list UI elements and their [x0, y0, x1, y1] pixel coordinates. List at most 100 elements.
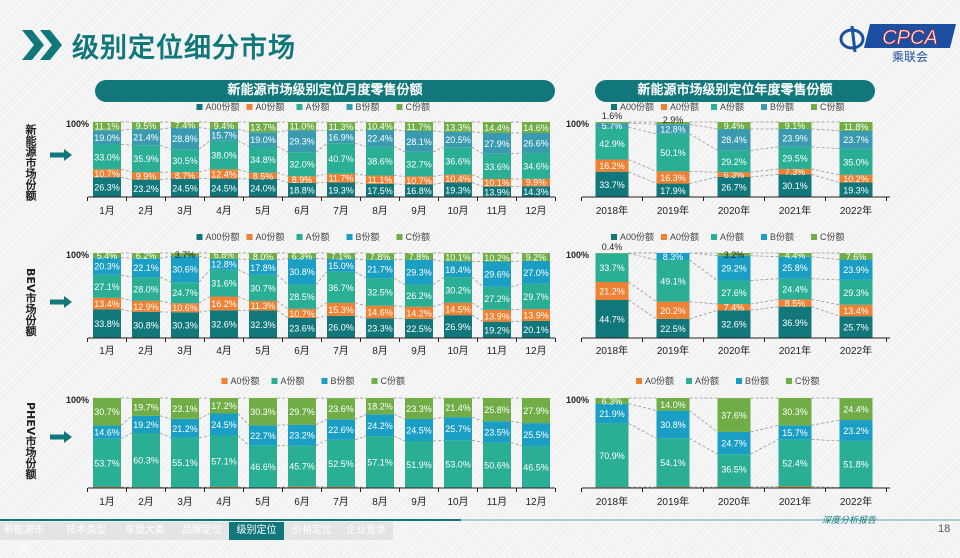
- data-label: 4.4%: [785, 250, 806, 260]
- legend-label: A份额: [720, 101, 744, 112]
- data-label: 28.0%: [133, 284, 159, 294]
- data-label: 51.8%: [843, 460, 869, 470]
- data-label: 22.1%: [133, 263, 159, 273]
- data-label: 1.6%: [602, 111, 623, 121]
- legend-label: B份额: [770, 231, 794, 242]
- x-tick-label: 9月: [411, 205, 427, 217]
- data-label: 24.5%: [211, 183, 237, 193]
- connector-line: [433, 315, 444, 319]
- footer-tab[interactable]: 企业竞争: [346, 522, 386, 540]
- data-label: 23.7%: [843, 135, 869, 145]
- data-label: 16.2%: [211, 299, 237, 309]
- connector-line: [394, 318, 405, 319]
- legend-swatch: [397, 234, 403, 240]
- x-tick-label: 1月: [99, 496, 115, 508]
- data-label: 45.7%: [289, 462, 315, 472]
- connector-line: [751, 425, 779, 432]
- footer-tab[interactable]: 新能源市场: [0, 522, 48, 540]
- data-label: 3.2%: [724, 250, 745, 260]
- connector-line: [394, 436, 405, 441]
- connector-line: [472, 132, 483, 133]
- connector-line: [160, 416, 171, 419]
- footer-tab[interactable]: 级别定位: [229, 522, 284, 540]
- legend-swatch: [711, 234, 717, 240]
- x-tick-label: 2月: [138, 205, 154, 217]
- data-label: 13.4%: [843, 306, 869, 316]
- y-tick-label: 100%: [566, 119, 589, 129]
- footer-tab[interactable]: 车型大类: [124, 522, 166, 540]
- data-label: 49.1%: [660, 276, 686, 286]
- data-label: 20.5%: [445, 135, 471, 145]
- data-label: 16.8%: [406, 186, 432, 196]
- data-label: 30.1%: [782, 181, 808, 191]
- y-tick-label: 100%: [566, 395, 589, 405]
- legend-swatch: [811, 104, 817, 110]
- data-label: 22.7%: [250, 431, 276, 441]
- data-label: 9.4%: [724, 121, 745, 131]
- legend-swatch: [686, 378, 692, 384]
- footer-tab[interactable]: 技术类型: [66, 522, 106, 540]
- data-label: 22.5%: [406, 324, 432, 334]
- connector-line: [355, 272, 366, 278]
- x-tick-label: 2022年: [840, 495, 872, 508]
- data-label: 6.3%: [602, 396, 623, 406]
- data-label: 14.6%: [523, 123, 549, 133]
- data-label: 32.5%: [367, 287, 393, 297]
- x-tick-label: 7月: [333, 345, 349, 357]
- connector-line: [199, 128, 210, 129]
- data-label: 30.8%: [133, 320, 159, 330]
- connector-line: [277, 130, 288, 132]
- arrow-right-icon: [50, 431, 72, 443]
- connector-line: [316, 258, 327, 259]
- data-label: 27.6%: [721, 288, 747, 298]
- data-label: 19.0%: [250, 135, 276, 145]
- data-label: 57.1%: [367, 457, 393, 467]
- y-tick-label: 100%: [66, 395, 89, 405]
- data-label: 9.9%: [526, 178, 547, 188]
- data-label: 22.4%: [367, 134, 393, 144]
- footer-tab[interactable]: 价格定位: [292, 522, 332, 540]
- data-label: 30.3%: [172, 321, 198, 331]
- data-label: 26.7%: [721, 182, 747, 192]
- connector-line: [121, 309, 132, 312]
- data-label: 33.0%: [94, 152, 120, 162]
- connector-line: [629, 127, 657, 133]
- data-label: 13.3%: [445, 122, 471, 132]
- data-label: 9.2%: [526, 252, 547, 262]
- data-label: 38.0%: [211, 151, 237, 161]
- x-tick-label: 12月: [525, 345, 546, 357]
- data-label: 13.9%: [484, 311, 510, 321]
- x-tick-label: 11月: [487, 205, 507, 217]
- data-label: 33.6%: [484, 162, 510, 172]
- data-label: 6.3%: [292, 251, 313, 261]
- connector-line: [121, 177, 132, 179]
- connector-line: [199, 297, 210, 304]
- data-label: 28.4%: [721, 135, 747, 145]
- data-label: 24.5%: [406, 425, 432, 435]
- connector-line: [472, 315, 483, 322]
- connector-line: [690, 438, 718, 454]
- data-label: 6.2%: [136, 251, 157, 261]
- data-label: 55.1%: [172, 458, 198, 468]
- data-label: 29.3%: [289, 137, 315, 147]
- legend-swatch: [761, 234, 767, 240]
- data-label: 18.2%: [367, 402, 393, 412]
- legend-swatch: [247, 104, 253, 110]
- legend-label: A0份额: [256, 101, 285, 112]
- connector-line: [472, 175, 483, 179]
- connector-line: [121, 129, 132, 130]
- data-label: 35.9%: [133, 154, 159, 164]
- data-label: 29.7%: [289, 407, 315, 417]
- data-label: 26.6%: [523, 138, 549, 148]
- data-label: 7.6%: [846, 252, 867, 262]
- footer-tab[interactable]: 品牌定位: [182, 522, 222, 540]
- data-label: 17.5%: [367, 186, 393, 196]
- data-label: 24.4%: [782, 285, 808, 295]
- data-label: 27.2%: [484, 294, 510, 304]
- x-tick-label: 2019年: [657, 495, 689, 508]
- data-label: 24.4%: [843, 405, 869, 415]
- data-label: 30.6%: [172, 265, 198, 275]
- data-label: 23.3%: [406, 404, 432, 414]
- data-label: 19.2%: [133, 420, 159, 430]
- data-label: 28.5%: [289, 292, 315, 302]
